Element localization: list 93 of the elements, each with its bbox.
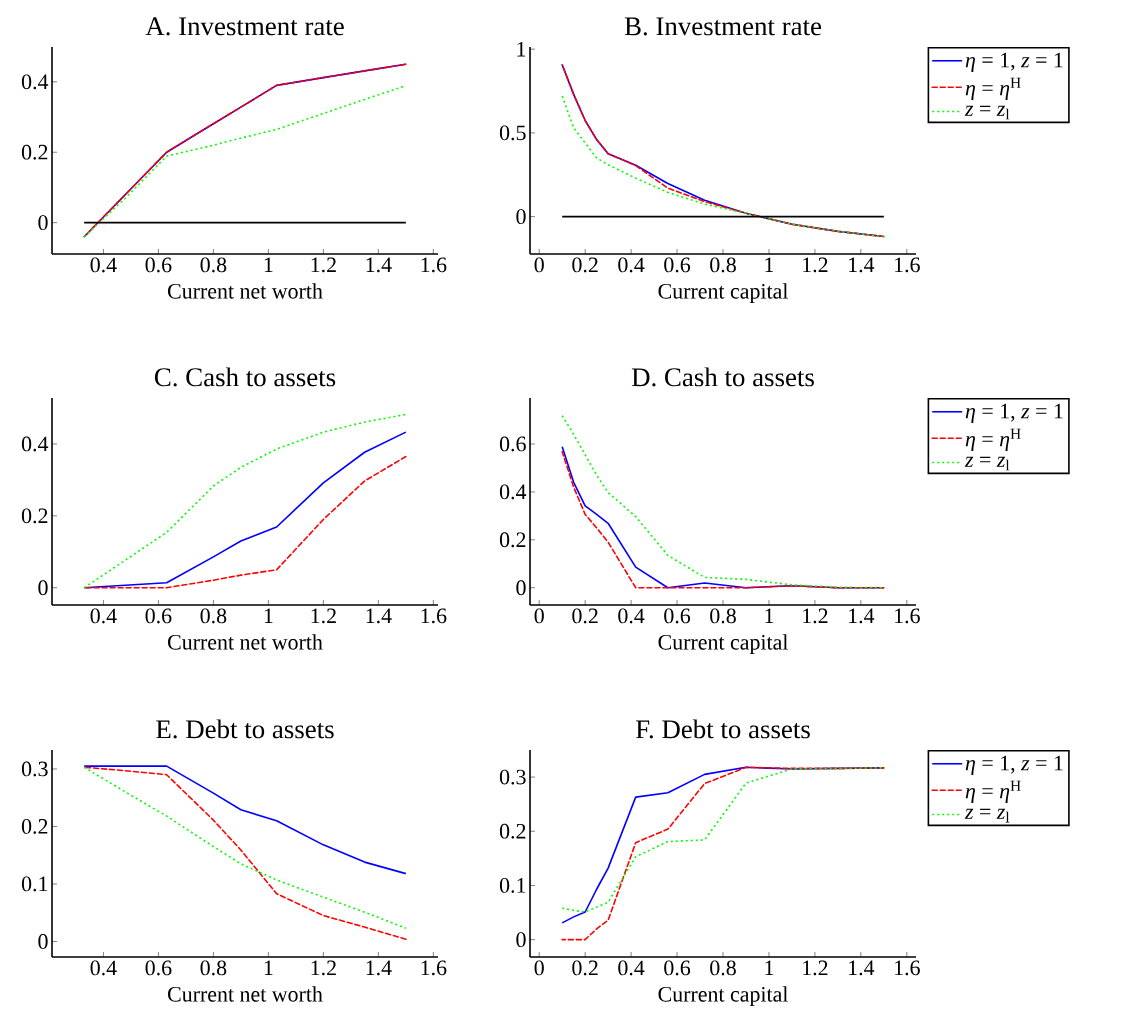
x-tick-label: 1.2 — [803, 257, 828, 273]
x-tick-label: 0.8 — [200, 257, 227, 273]
x-tick-label: 0.2 — [572, 960, 598, 976]
y-tick-label: 0.2 — [21, 508, 48, 524]
x-tick-label: 1.4 — [366, 257, 392, 273]
x-tick-label: 1.6 — [895, 608, 920, 624]
x-tick-label: 1.2 — [311, 257, 336, 273]
x-tick-label: 0.6 — [664, 608, 691, 624]
x-tick-label: 1.6 — [421, 257, 447, 273]
legend-label: z = z$_{l}$ — [964, 456, 1010, 471]
legend-label: η = 1, z = 1 — [965, 755, 1063, 775]
y-tick-label: 0.2 — [21, 144, 48, 160]
chart-title: B. Investment rate — [624, 17, 822, 36]
y-tick-label: 0.2 — [499, 823, 526, 839]
x-tick-label: 0.4 — [618, 960, 645, 976]
y-tick-label: 0.1 — [499, 878, 526, 893]
y-tick-label: 0.5 — [499, 125, 526, 141]
y-tick-label: 0.1 — [21, 876, 48, 892]
x-tick-label: 1 — [765, 960, 774, 975]
x-tick-label: 1.4 — [366, 608, 392, 624]
x-tick-label: 1.6 — [895, 960, 920, 976]
legend-label: η = 1, z = 1 — [965, 52, 1063, 72]
x-axis-title: Current capital — [658, 634, 788, 655]
y-tick-label: 0.2 — [21, 819, 48, 834]
x-tick-label: 0.6 — [145, 608, 172, 624]
x-tick-label: 1 — [264, 608, 273, 623]
y-tick-label: 0.4 — [21, 436, 49, 452]
x-tick-label: 0.4 — [90, 608, 117, 624]
legend-label: η = η$^{H}$ — [965, 428, 1021, 451]
x-tick-label: 0.8 — [710, 960, 736, 976]
x-axis-title: Current net worth — [168, 634, 323, 650]
x-tick-label: 1 — [765, 608, 774, 623]
chart-title: C. Cash to assets — [154, 367, 336, 387]
x-tick-label: 1.6 — [895, 257, 920, 273]
x-tick-label: 1.2 — [803, 608, 828, 624]
chart-title: E. Debt to assets — [156, 719, 334, 739]
y-tick-label: 0 — [38, 215, 48, 231]
x-tick-label: 1.4 — [849, 608, 875, 624]
line-series — [561, 414, 885, 589]
x-tick-label: 1 — [264, 960, 273, 975]
y-tick-label: 0.3 — [499, 769, 526, 785]
x-tick-label: 0.6 — [145, 257, 172, 273]
x-tick-label: 1.6 — [421, 960, 447, 976]
line-series — [561, 95, 885, 238]
x-tick-label: 0.8 — [200, 608, 227, 624]
y-tick-label: 0 — [38, 580, 48, 596]
x-tick-label: 1.6 — [421, 608, 447, 624]
x-tick-label: 0 — [534, 960, 544, 976]
x-tick-label: 0.2 — [572, 608, 598, 624]
x-tick-label: 0.4 — [618, 257, 645, 273]
x-tick-label: 0.2 — [572, 257, 598, 273]
y-tick-label: 0 — [516, 932, 526, 948]
legend-label: z = z$_{l}$ — [964, 808, 1010, 823]
x-tick-label: 0.8 — [710, 257, 736, 273]
x-tick-label: 0.8 — [710, 608, 736, 624]
x-tick-label: 1.4 — [366, 960, 392, 976]
x-tick-label: 0.4 — [90, 257, 117, 273]
x-axis-title: Current net worth — [168, 986, 323, 1002]
x-tick-label: 1 — [264, 257, 273, 272]
y-tick-label: 0.4 — [21, 74, 49, 90]
x-tick-label: 1.4 — [849, 257, 875, 273]
x-tick-label: 0.6 — [664, 960, 691, 976]
y-tick-label: 0.2 — [499, 532, 526, 548]
x-tick-label: 0 — [534, 257, 544, 273]
x-tick-label: 0.8 — [200, 960, 227, 976]
line-series — [561, 63, 885, 238]
chart-title: A. Investment rate — [145, 17, 344, 36]
y-tick-label: 0 — [38, 934, 48, 949]
x-tick-label: 0.4 — [618, 608, 645, 624]
legend-label: η = η$^{H}$ — [965, 77, 1021, 100]
legend-label: z = z$_{l}$ — [964, 105, 1010, 120]
x-axis-title: Current capital — [658, 986, 788, 1007]
y-tick-label: 0.3 — [21, 761, 48, 777]
x-axis-title: Current capital — [658, 283, 788, 304]
y-tick-label: 0 — [516, 209, 526, 225]
x-tick-label: 0.4 — [90, 960, 117, 976]
y-tick-label: 0.4 — [499, 484, 527, 500]
x-tick-label: 1.2 — [311, 608, 336, 624]
legend-label: η = η$^{H}$ — [965, 780, 1021, 803]
x-tick-label: 0 — [534, 608, 544, 624]
x-tick-label: 0.6 — [664, 257, 691, 273]
y-tick-label: 0 — [516, 580, 526, 596]
x-tick-label: 0.6 — [145, 960, 172, 976]
y-tick-label: 1 — [517, 41, 526, 57]
x-tick-label: 1.4 — [849, 960, 875, 976]
chart-title: F. Debt to assets — [635, 719, 810, 739]
x-tick-label: 1.2 — [803, 960, 828, 976]
legend-label: η = 1, z = 1 — [965, 403, 1063, 423]
x-tick-label: 1.2 — [311, 960, 336, 976]
y-tick-label: 0.6 — [499, 436, 526, 452]
x-axis-title: Current net worth — [168, 283, 323, 299]
chart-title: D. Cash to assets — [631, 367, 814, 387]
x-tick-label: 1 — [765, 257, 774, 272]
